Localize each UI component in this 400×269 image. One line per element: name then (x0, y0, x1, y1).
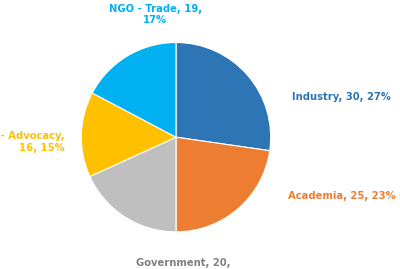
Text: Academia, 25, 23%: Academia, 25, 23% (288, 191, 395, 201)
Wedge shape (81, 93, 176, 176)
Text: NGO - Advocacy,
16, 15%: NGO - Advocacy, 16, 15% (0, 131, 64, 153)
Text: NGO - Trade, 19,
17%: NGO - Trade, 19, 17% (109, 4, 202, 26)
Wedge shape (92, 43, 176, 137)
Text: Government, 20,
18%: Government, 20, 18% (136, 259, 231, 269)
Wedge shape (176, 43, 271, 151)
Wedge shape (90, 137, 176, 232)
Text: Industry, 30, 27%: Industry, 30, 27% (292, 93, 390, 102)
Wedge shape (176, 137, 270, 232)
